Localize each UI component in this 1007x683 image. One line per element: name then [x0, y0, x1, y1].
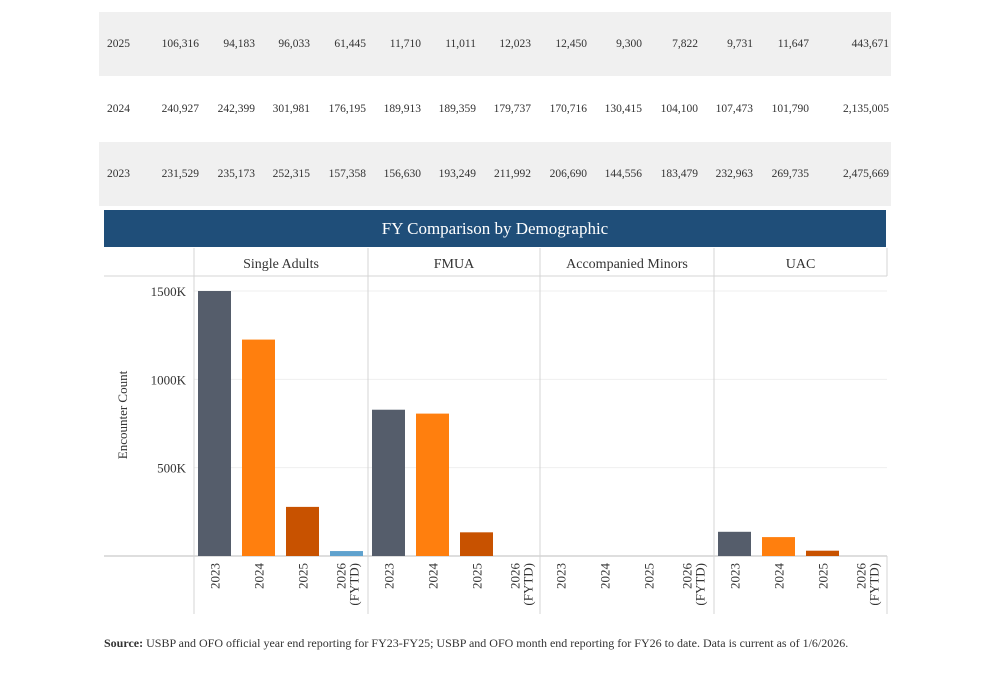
table-cell: 206,690 — [549, 168, 587, 180]
table-cell: 235,173 — [217, 168, 255, 180]
x-tick-label: (FYTD) — [347, 563, 362, 606]
y-tick-label: 500K — [157, 461, 187, 476]
table-cell: 11,710 — [389, 38, 421, 50]
table-cell: 189,359 — [438, 103, 476, 115]
x-tick-label: 2025 — [296, 563, 311, 589]
table-cell: 269,735 — [771, 168, 809, 180]
table-cell: 11,011 — [445, 38, 476, 50]
table-cell: 156,630 — [383, 168, 421, 180]
demographic-bar-chart: 500K 1000K 1500K Encounter Count Single Adul… — [104, 248, 888, 614]
table-cell: 176,195 — [328, 103, 366, 115]
table-row-year: 2025 — [107, 38, 130, 50]
bar-fmua-1 — [416, 413, 449, 556]
table-row: 2024 240,927 242,399 301,981 176,195 189,913 1… — [99, 77, 891, 142]
y-axis-label: Encounter Count — [115, 370, 130, 459]
table-cell: 9,300 — [616, 38, 642, 50]
table-cell: 211,992 — [494, 168, 531, 180]
chart-title: FY Comparison by Demographic — [104, 210, 886, 247]
source-label: Source: — [104, 636, 144, 650]
table-cell: 11,647 — [777, 38, 809, 50]
table-cell: 7,822 — [672, 38, 698, 50]
table-cell: 9,731 — [727, 38, 753, 50]
table-cell: 144,556 — [604, 168, 642, 180]
table-cell: 12,450 — [555, 38, 587, 50]
table-cell: 96,033 — [278, 38, 310, 50]
table-cell: 252,315 — [272, 168, 310, 180]
table-cell: 242,399 — [217, 103, 255, 115]
source-note: Source: USBP and OFO official year end r… — [104, 635, 894, 652]
table-cell: 61,445 — [334, 38, 366, 50]
y-tick-label: 1500K — [151, 284, 187, 299]
table-cell: 94,183 — [223, 38, 255, 50]
table-cell: 157,358 — [328, 168, 366, 180]
table-cell: 170,716 — [549, 103, 587, 115]
x-tick-label: 2026 — [508, 563, 523, 590]
bar-single-adults-1 — [242, 339, 275, 556]
x-tick-label: 2023 — [382, 563, 397, 589]
table-cell: 231,529 — [161, 168, 199, 180]
panel-header-label: FMUA — [434, 257, 475, 272]
bar-uac-0 — [718, 531, 751, 556]
bar-fmua-0 — [372, 409, 405, 556]
x-tick-label: 2026 — [334, 563, 349, 590]
x-tick-label: 2024 — [426, 563, 441, 590]
table-cell: 104,100 — [660, 103, 698, 115]
x-tick-label: 2025 — [470, 563, 485, 589]
monthly-encounters-table: 2025 106,316 94,183 96,033 61,445 11,710 11,01… — [99, 12, 891, 207]
table-cell: 240,927 — [161, 103, 199, 115]
table-row-year: 2024 — [107, 103, 130, 115]
table-cell: 101,790 — [771, 103, 809, 115]
table-cell: 193,249 — [438, 168, 476, 180]
x-tick-label: 2023 — [554, 563, 569, 589]
table-row: 2025 106,316 94,183 96,033 61,445 11,710 11,01… — [99, 12, 891, 77]
table-cell: 106,316 — [161, 38, 199, 50]
table-cell: 12,023 — [499, 38, 531, 50]
x-tick-label: 2025 — [816, 563, 831, 589]
x-tick-label: 2025 — [642, 563, 657, 589]
panel-header-label: Single Adults — [243, 257, 319, 272]
bar-uac-2 — [806, 550, 839, 556]
table-cell: 107,473 — [715, 103, 753, 115]
x-tick-label: 2023 — [728, 563, 743, 589]
source-text: USBP and OFO official year end reporting… — [143, 636, 849, 650]
table-cell: 179,737 — [493, 103, 531, 115]
table-row: 2023 231,529 235,173 252,315 157,358 156,630 1… — [99, 142, 891, 207]
table-cell: 130,415 — [604, 103, 642, 115]
x-tick-label: (FYTD) — [521, 563, 536, 606]
bar-single-adults-2 — [286, 506, 319, 556]
x-tick-label: 2024 — [252, 563, 267, 590]
table-row-year: 2023 — [107, 168, 130, 180]
y-tick-label: 1000K — [151, 372, 187, 387]
x-tick-label: 2024 — [598, 563, 613, 590]
bar-single-adults-3 — [330, 551, 363, 556]
x-tick-label: (FYTD) — [693, 563, 708, 606]
x-tick-label: 2026 — [854, 563, 869, 590]
table-cell: 443,671 — [851, 38, 889, 50]
table-cell: 301,981 — [272, 103, 310, 115]
bar-fmua-2 — [460, 532, 493, 556]
table-cell: 189,913 — [383, 103, 421, 115]
panel-header-label: Accompanied Minors — [566, 257, 688, 272]
table-cell: 2,475,669 — [843, 168, 889, 180]
x-tick-label: 2024 — [772, 563, 787, 590]
table-cell: 232,963 — [715, 168, 753, 180]
table-cell: 2,135,005 — [843, 103, 889, 115]
panel-header-label: UAC — [786, 257, 816, 272]
x-tick-label: 2023 — [208, 563, 223, 589]
bar-single-adults-0 — [198, 291, 231, 556]
x-tick-label: (FYTD) — [867, 563, 882, 606]
bar-uac-1 — [762, 537, 795, 556]
x-tick-label: 2026 — [680, 563, 695, 590]
table-cell: 183,479 — [660, 168, 698, 180]
